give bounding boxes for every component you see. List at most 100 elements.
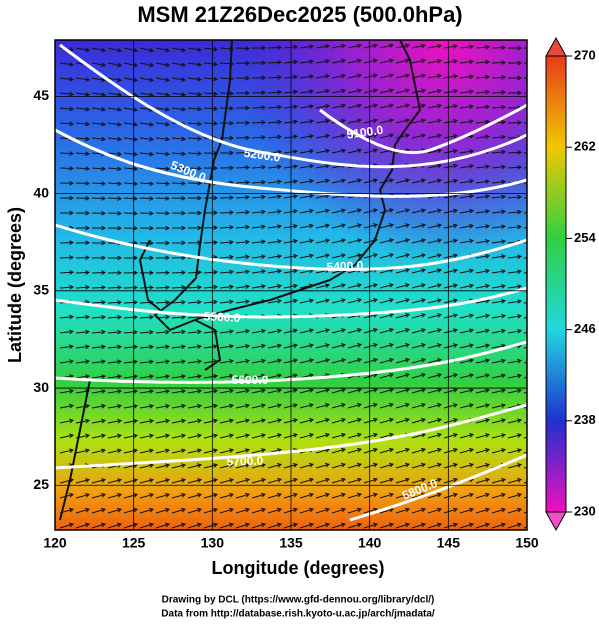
wind-arrow bbox=[379, 253, 395, 259]
wind-arrow bbox=[443, 208, 459, 214]
contour-label: 5700.0 bbox=[226, 454, 263, 469]
wind-arrow bbox=[491, 45, 507, 51]
wind-arrow bbox=[107, 448, 123, 454]
wind-arrow bbox=[59, 507, 75, 514]
wind-arrow bbox=[523, 332, 527, 334]
wind-arrow bbox=[139, 270, 155, 276]
wind-arrow bbox=[523, 242, 527, 244]
wind-arrow bbox=[235, 329, 251, 334]
wind-arrow bbox=[107, 151, 123, 157]
wind-arrow bbox=[395, 223, 411, 229]
wind-arrow bbox=[219, 388, 235, 394]
wind-arrow bbox=[379, 118, 395, 124]
wind-arrow bbox=[523, 152, 527, 154]
wind-arrow bbox=[251, 477, 267, 484]
wind-arrow bbox=[363, 43, 379, 49]
wind-arrow bbox=[363, 103, 379, 109]
wind-arrow bbox=[139, 240, 155, 246]
wind-arrow bbox=[267, 269, 283, 274]
wind-arrow bbox=[267, 358, 283, 364]
wind-arrow bbox=[123, 507, 139, 514]
wind-arrow bbox=[523, 92, 527, 94]
wind-arrow bbox=[443, 223, 459, 229]
wind-arrow bbox=[395, 522, 410, 529]
wind-arrow bbox=[507, 522, 522, 529]
wind-arrow bbox=[523, 197, 527, 199]
wind-arrow bbox=[315, 343, 331, 349]
wind-arrow bbox=[171, 270, 187, 275]
wind-arrow bbox=[395, 477, 410, 484]
wind-arrow bbox=[139, 300, 155, 305]
wind-arrow bbox=[299, 403, 315, 409]
wind-arrow bbox=[75, 389, 91, 394]
wind-arrow bbox=[523, 62, 527, 64]
wind-arrow bbox=[235, 239, 251, 245]
wind-arrow bbox=[139, 478, 155, 484]
wind-arrow bbox=[411, 178, 427, 184]
wind-arrow bbox=[299, 178, 315, 184]
wind-arrow bbox=[379, 313, 395, 319]
wind-arrow bbox=[235, 224, 251, 230]
wind-arrow bbox=[331, 447, 347, 454]
wind-arrow bbox=[507, 269, 523, 274]
wind-arrow bbox=[475, 462, 491, 469]
wind-arrow bbox=[411, 298, 427, 304]
wind-arrow bbox=[107, 493, 123, 499]
wind-arrow bbox=[411, 283, 427, 289]
wind-arrow bbox=[59, 284, 75, 290]
wind-arrow bbox=[203, 284, 219, 290]
wind-arrow bbox=[459, 283, 475, 289]
y-tick-label: 35 bbox=[33, 282, 49, 298]
wind-arrow bbox=[395, 343, 411, 349]
wind-arrow bbox=[331, 358, 347, 364]
wind-arrow bbox=[491, 239, 507, 244]
wind-arrow bbox=[139, 136, 155, 142]
wind-arrow bbox=[491, 448, 507, 454]
wind-arrow bbox=[331, 328, 347, 334]
wind-arrow bbox=[491, 328, 507, 334]
wind-arrow bbox=[91, 433, 107, 439]
wind-arrow bbox=[91, 196, 107, 201]
wind-arrow bbox=[59, 195, 75, 201]
wind-arrow bbox=[235, 46, 251, 51]
wind-arrow bbox=[427, 388, 443, 394]
wind-arrow bbox=[219, 344, 235, 349]
wind-arrow bbox=[411, 417, 427, 424]
wind-arrow bbox=[59, 91, 75, 97]
wind-arrow bbox=[411, 88, 427, 94]
wind-arrow bbox=[411, 43, 427, 49]
wind-arrow bbox=[155, 210, 171, 216]
wind-arrow bbox=[139, 181, 155, 187]
wind-arrow bbox=[139, 507, 155, 514]
wind-arrow bbox=[395, 73, 411, 79]
wind-arrow bbox=[347, 88, 363, 94]
wind-arrow bbox=[443, 388, 459, 394]
wind-arrow bbox=[427, 58, 443, 64]
wind-arrow bbox=[331, 432, 347, 439]
wind-arrow bbox=[491, 313, 507, 319]
wind-arrow bbox=[235, 299, 251, 304]
wind-arrow bbox=[187, 522, 202, 529]
wind-arrow bbox=[299, 44, 315, 50]
wind-arrow bbox=[443, 89, 459, 94]
wind-arrow bbox=[315, 418, 331, 424]
wind-arrow bbox=[299, 89, 315, 94]
wind-arrow bbox=[475, 388, 491, 394]
wind-arrow bbox=[123, 196, 139, 201]
wind-arrow bbox=[171, 77, 187, 82]
wind-arrow bbox=[75, 270, 91, 275]
wind-arrow bbox=[283, 59, 299, 65]
wind-arrow bbox=[523, 212, 527, 214]
wind-arrow bbox=[155, 374, 171, 379]
wind-arrow bbox=[411, 313, 427, 319]
wind-arrow bbox=[363, 477, 378, 484]
wind-arrow bbox=[411, 477, 426, 484]
contour bbox=[55, 340, 527, 384]
wind-arrow bbox=[267, 74, 283, 80]
x-tick-label: 150 bbox=[515, 535, 539, 551]
wind-arrow bbox=[139, 77, 155, 83]
wind-arrow bbox=[235, 373, 251, 379]
wind-arrow bbox=[443, 477, 459, 484]
